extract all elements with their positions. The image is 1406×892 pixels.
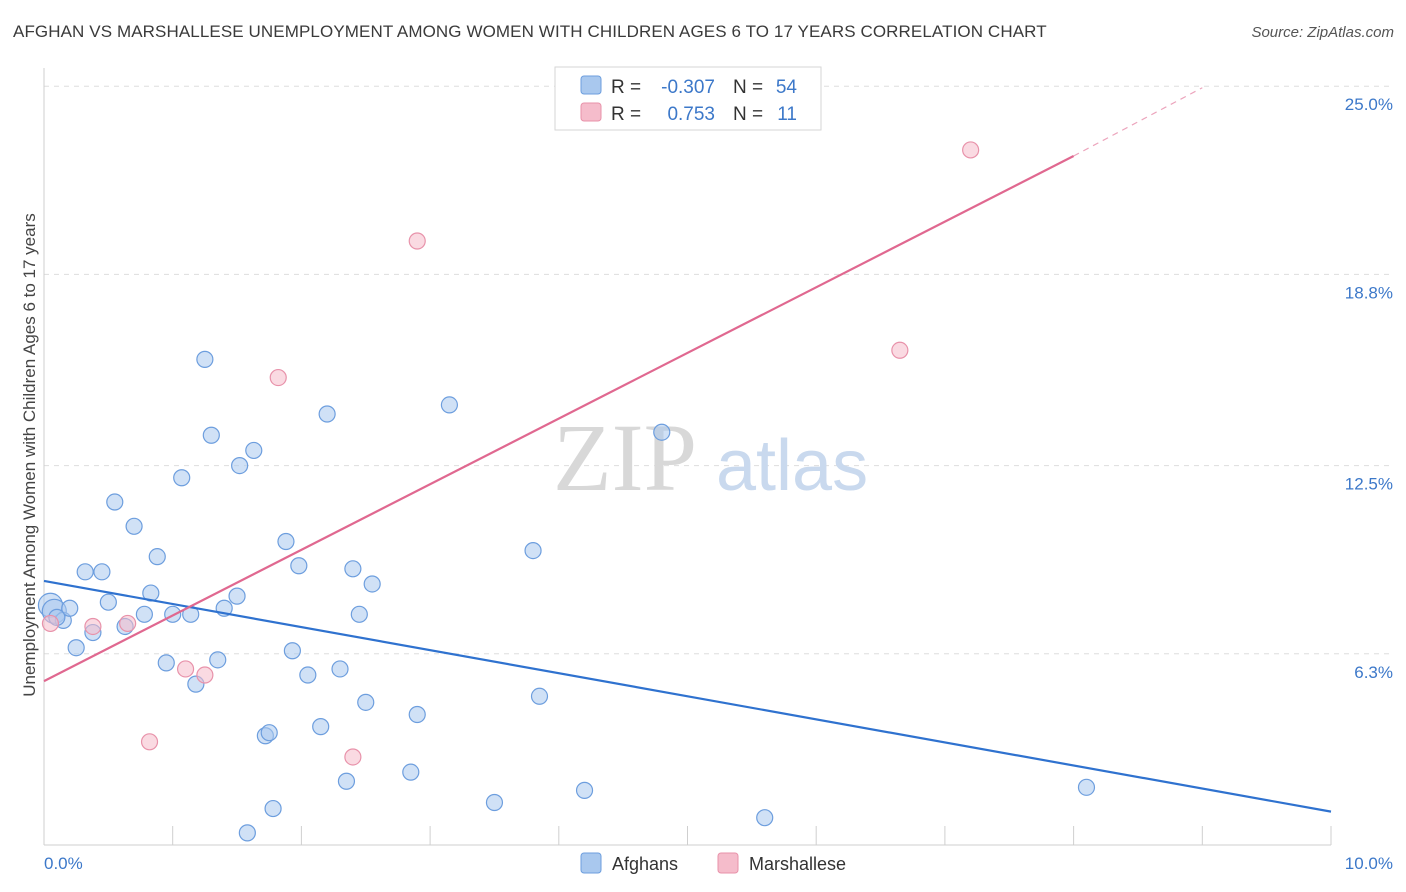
afghans-point <box>756 809 774 827</box>
watermark-atlas: atlas <box>716 426 868 506</box>
afghans-point <box>106 493 124 511</box>
y-tick-label: 6.3% <box>1354 663 1393 682</box>
x-tick-label-min: 0.0% <box>44 854 83 873</box>
afghans-point <box>277 532 295 551</box>
marshallese-point <box>962 141 980 159</box>
afghans-point <box>135 605 153 623</box>
afghans-point <box>337 772 356 790</box>
afghans-point <box>148 548 166 566</box>
legend-swatch-afghans <box>580 852 602 874</box>
stats-legend: R = -0.307 N = 54 R = 0.753 N = 11 <box>554 66 822 131</box>
afghans-point <box>264 799 282 818</box>
afghans-point <box>283 642 301 660</box>
afghans-point <box>209 651 227 669</box>
afghans-point <box>575 781 594 799</box>
afghans-point <box>318 405 336 423</box>
marshallese-point <box>41 614 60 633</box>
chart-title: AFGHAN VS MARSHALLESE UNEMPLOYMENT AMONG… <box>13 22 1047 41</box>
afghans-point <box>408 705 426 724</box>
marshallese-point <box>891 341 909 359</box>
marshallese-point <box>408 232 426 250</box>
marshallese-r-label: R = <box>611 104 641 125</box>
afghans-point <box>173 469 191 487</box>
data-points <box>37 141 1096 842</box>
y-tick-labels: 6.3% 12.5% 18.8% 25.0% <box>1345 95 1393 682</box>
y-tick-label: 18.8% <box>1345 283 1393 302</box>
afghans-point <box>357 693 375 711</box>
afghans-swatch <box>580 75 602 95</box>
afghans-point <box>530 687 549 705</box>
source-label: Source: ZipAtlas.com <box>1251 24 1394 41</box>
watermark: ZIP atlas <box>553 404 868 511</box>
afghans-point <box>99 593 117 611</box>
afghans-n-label: N = <box>733 77 763 98</box>
watermark-zip: ZIP <box>553 404 697 511</box>
marshallese-swatch <box>580 102 602 122</box>
y-axis-label: Unemployment Among Women with Children A… <box>20 213 39 697</box>
afghans-point <box>1077 778 1096 796</box>
afghans-point <box>653 423 671 441</box>
marshallese-trend-line <box>43 155 1075 683</box>
afghans-point <box>363 575 381 593</box>
afghans-point <box>485 793 504 812</box>
afghans-point <box>228 587 246 605</box>
afghans-point <box>61 599 79 617</box>
afghans-trend-line <box>43 579 1332 813</box>
afghans-point <box>350 605 368 623</box>
marshallese-n-value: 11 <box>777 104 797 125</box>
legend-label-afghans: Afghans <box>612 854 678 874</box>
x-tick-label-max: 10.0% <box>1345 854 1393 873</box>
afghans-point <box>125 517 143 535</box>
afghans-point <box>238 824 256 842</box>
afghans-point <box>76 563 94 581</box>
afghans-point <box>331 660 349 678</box>
afghans-point <box>290 557 308 575</box>
marshallese-point <box>84 617 102 636</box>
series-legend: Afghans Marshallese <box>580 852 846 874</box>
legend-label-marshallese: Marshallese <box>749 854 846 874</box>
y-tick-label: 25.0% <box>1345 95 1393 114</box>
afghans-point <box>245 441 263 460</box>
afghans-point <box>344 560 362 578</box>
afghans-point <box>524 541 542 560</box>
afghans-point <box>93 563 111 581</box>
afghans-n-value: 54 <box>776 77 798 98</box>
afghans-point <box>67 639 85 657</box>
marshallese-trend-extension <box>1073 87 1203 157</box>
afghans-point <box>231 457 249 475</box>
afghans-point <box>299 666 317 684</box>
marshallese-point <box>269 368 287 387</box>
y-tick-label: 12.5% <box>1345 475 1393 494</box>
marshallese-r-value: 0.753 <box>667 104 715 125</box>
marshallese-point <box>140 733 159 751</box>
grid-lines <box>44 85 1393 655</box>
marshallese-point <box>196 666 214 684</box>
marshallese-point <box>344 748 362 766</box>
afghans-point <box>202 426 220 444</box>
legend-swatch-marshallese <box>717 852 739 874</box>
trend-lines <box>43 87 1332 813</box>
afghans-r-value: -0.307 <box>661 77 715 98</box>
afghans-point <box>196 350 214 368</box>
x-axis-ticks <box>172 826 1332 845</box>
marshallese-point <box>119 614 137 633</box>
marshallese-point <box>176 660 195 678</box>
afghans-point <box>157 654 175 672</box>
marshallese-n-label: N = <box>733 104 763 125</box>
afghans-point <box>260 724 278 742</box>
afghans-point <box>440 396 459 414</box>
afghans-point <box>312 718 330 736</box>
afghans-point <box>402 763 420 781</box>
afghans-r-label: R = <box>611 77 641 98</box>
